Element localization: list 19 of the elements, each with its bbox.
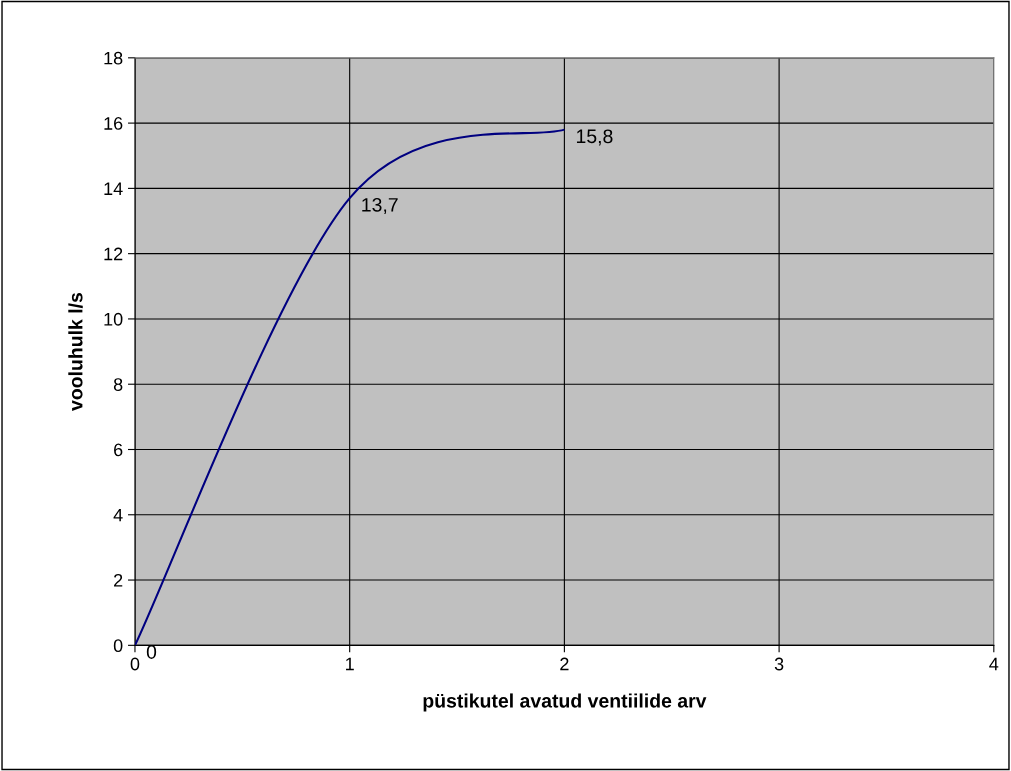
x-tick-label: 3	[774, 657, 784, 671]
text: 15,8	[576, 129, 613, 146]
x-tick-label: 1	[346, 657, 354, 671]
x-tick-label: 4	[989, 657, 999, 671]
x-tick-label: 2	[560, 657, 569, 671]
y-axis-title: vooluhulk l/s	[68, 292, 83, 411]
y-tick-label: 6	[114, 443, 123, 457]
y-tick-label: 12	[104, 247, 123, 261]
y-tick-label: 8	[113, 378, 123, 391]
text: 13,7	[362, 197, 398, 215]
x-axis-title: püstikutel avatud ventiilide arv	[423, 693, 707, 712]
y-tick-label: 2	[114, 573, 123, 587]
y-tick-label: 14	[104, 182, 123, 195]
y-tick-label: 4	[113, 508, 123, 522]
y-tick-label: 18	[104, 51, 123, 65]
y-tick-label: 0	[113, 639, 123, 653]
x-tick-label: 0	[130, 657, 140, 671]
y-tick-label: 16	[104, 117, 123, 130]
y-tick-label: 10	[104, 312, 123, 326]
